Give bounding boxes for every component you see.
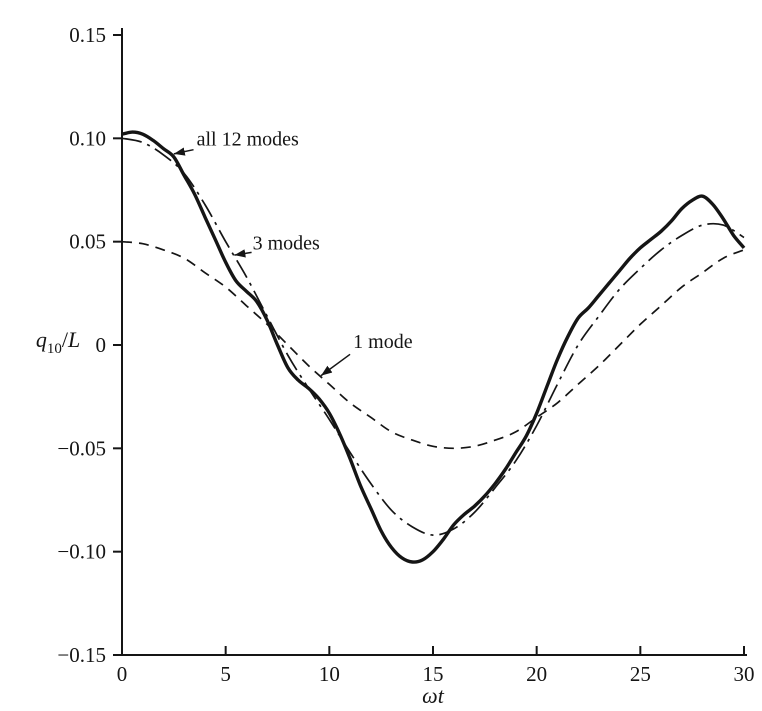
y-axis-title-subscript: 10 [47,341,62,357]
y-tick-label: 0.05 [69,230,106,254]
curve-3-modes [121,137,745,536]
y-axis-title: q10/L [36,327,80,357]
series-layer [121,130,746,564]
y-tick-label: −0.05 [57,436,106,460]
y-axis-title-slash: / [62,327,69,352]
curve-all-12-modes [121,130,746,564]
y-tick-label: −0.15 [57,643,106,667]
annotation-label-1-mode: 1 mode [353,331,413,353]
annotation-arrow-all-12-modes [173,147,194,156]
annotation-arrow-1-mode [320,353,351,377]
annotation-label-all-12-modes: all 12 modes [197,129,299,151]
x-axis-title: ωt [422,683,445,708]
x-tick-label: 0 [117,662,128,686]
y-tick-label: 0 [96,333,107,357]
y-axis-title-base: q [36,327,47,352]
axes-layer: 0 5 10 15 20 25 30 0.15 0.10 0.05 0 −0.05 −0.10 −0.15… [36,23,755,708]
annotation-arrow-3-modes [234,249,252,258]
annotation-label-3-modes: 3 modes [253,233,320,255]
x-tick-label: 15 [423,662,444,686]
x-tick-label: 25 [630,662,651,686]
x-tick-label: 30 [734,662,755,686]
y-axis-title-denominator: L [67,327,80,352]
y-tick-label: −0.10 [57,540,106,564]
x-tick-label: 10 [319,662,340,686]
x-tick-label: 5 [220,662,231,686]
y-tick-label: 0.10 [69,126,106,150]
y-tick-label: 0.15 [69,23,106,47]
x-tick-label: 20 [526,662,547,686]
annotations-layer: all 12 modes 3 modes 1 mode [173,129,413,377]
curve-1-mode [121,240,745,450]
